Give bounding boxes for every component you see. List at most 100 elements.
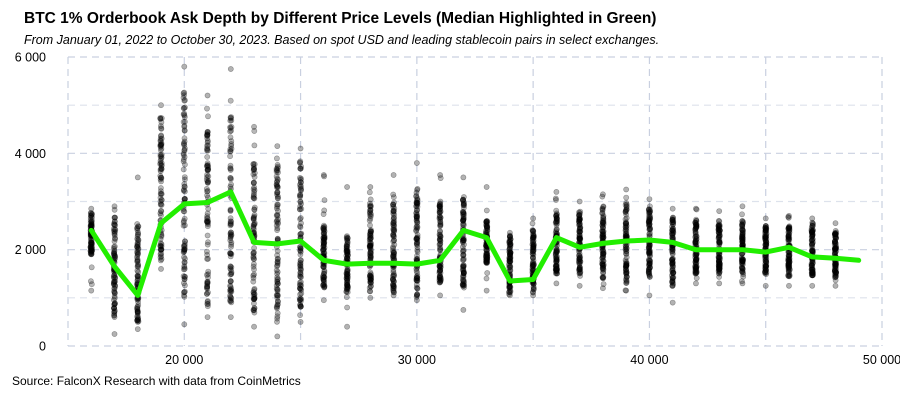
scatter-point xyxy=(111,248,118,255)
scatter-point xyxy=(134,309,141,316)
scatter-point xyxy=(180,141,187,147)
scatter-point xyxy=(111,305,117,312)
scatter-point xyxy=(344,278,351,285)
scatter-point xyxy=(483,207,490,214)
scatter-point xyxy=(228,229,234,236)
scatter-point xyxy=(205,271,211,278)
scatter-point xyxy=(321,223,328,230)
scatter-point xyxy=(320,246,327,253)
scatter-point xyxy=(321,282,328,289)
scatter-point xyxy=(89,244,95,250)
scatter-point xyxy=(343,276,350,282)
scatter-point xyxy=(297,158,304,165)
scatter-point xyxy=(343,252,350,259)
scatter-point xyxy=(553,197,559,203)
scatter-point xyxy=(157,157,164,164)
scatter-point xyxy=(692,233,699,240)
scatter-point xyxy=(274,252,281,259)
scatter-point xyxy=(297,223,303,229)
scatter-point xyxy=(204,131,211,138)
scatter-point xyxy=(250,253,257,259)
scatter-point xyxy=(786,282,792,289)
scatter-point xyxy=(368,280,374,286)
scatter-point xyxy=(297,165,304,172)
scatter-point xyxy=(297,216,303,222)
scatter-point xyxy=(460,306,467,313)
scatter-point xyxy=(251,166,257,173)
scatter-point xyxy=(203,177,210,183)
scatter-point xyxy=(158,201,165,208)
scatter-point xyxy=(157,115,164,122)
scatter-point xyxy=(344,267,351,274)
scatter-point xyxy=(89,239,95,246)
scatter-point xyxy=(669,266,676,273)
scatter-point xyxy=(321,197,328,204)
scatter-point xyxy=(366,231,373,237)
scatter-point xyxy=(250,221,257,228)
scatter-point xyxy=(274,298,281,305)
scatter-point xyxy=(228,270,234,277)
scatter-point xyxy=(251,266,257,273)
scatter-point xyxy=(344,184,350,190)
scatter-point xyxy=(204,166,211,173)
scatter-point xyxy=(135,263,142,270)
scatter-point xyxy=(274,217,280,224)
scatter-point xyxy=(227,134,234,141)
scatter-point xyxy=(460,209,466,215)
scatter-point xyxy=(274,315,281,322)
scatter-point xyxy=(297,296,304,303)
scatter-point xyxy=(297,291,303,298)
scatter-point xyxy=(250,256,257,262)
scatter-point xyxy=(135,273,142,280)
scatter-point xyxy=(297,193,303,200)
scatter-point xyxy=(157,142,164,149)
scatter-point xyxy=(134,243,141,250)
scatter-point xyxy=(112,226,119,233)
scatter-point xyxy=(158,142,165,149)
scatter-point xyxy=(204,142,210,149)
scatter-point xyxy=(158,246,165,253)
axis-ticks: 0 2 000 4 000 6 000 20 000 30 000 40 000 50 000 xyxy=(15,51,900,368)
scatter-point xyxy=(181,174,188,180)
scatter-point xyxy=(228,239,235,246)
scatter-point xyxy=(367,288,374,295)
scatter-point xyxy=(692,270,699,277)
scatter-point xyxy=(205,300,211,307)
scatter-point xyxy=(832,261,839,267)
scatter-point xyxy=(134,225,141,232)
scatter-point xyxy=(344,276,351,283)
scatter-point xyxy=(228,270,235,277)
scatter-point xyxy=(112,307,118,314)
scatter-point xyxy=(576,260,583,267)
scatter-point xyxy=(204,162,211,168)
scatter-point xyxy=(321,273,328,280)
scatter-point xyxy=(274,278,281,285)
scatter-point xyxy=(204,219,211,226)
scatter-point xyxy=(134,250,141,257)
scatter-point xyxy=(273,218,280,225)
scatter-point xyxy=(506,292,513,299)
scatter-point xyxy=(344,254,351,261)
scatter-point xyxy=(111,203,118,210)
y-tick-label: 2 000 xyxy=(15,243,46,257)
scatter-point xyxy=(88,250,95,257)
scatter-point xyxy=(181,122,188,129)
scatter-point xyxy=(507,251,513,258)
scatter-point xyxy=(553,262,559,269)
scatter-point xyxy=(298,163,304,170)
scatter-point xyxy=(158,196,165,203)
scatter-point xyxy=(88,264,95,271)
scatter-point xyxy=(158,141,165,148)
scatter-point xyxy=(180,217,187,224)
scatter-point xyxy=(135,237,142,243)
scatter-point xyxy=(367,244,374,251)
scatter-point xyxy=(436,203,443,210)
scatter-point xyxy=(111,238,118,245)
scatter-point xyxy=(134,326,141,332)
scatter-point xyxy=(251,206,258,213)
scatter-point xyxy=(88,213,94,219)
y-tick-label: 0 xyxy=(39,340,46,354)
scatter-point xyxy=(227,232,234,239)
scatter-point xyxy=(180,140,187,147)
scatter-point xyxy=(506,284,513,291)
